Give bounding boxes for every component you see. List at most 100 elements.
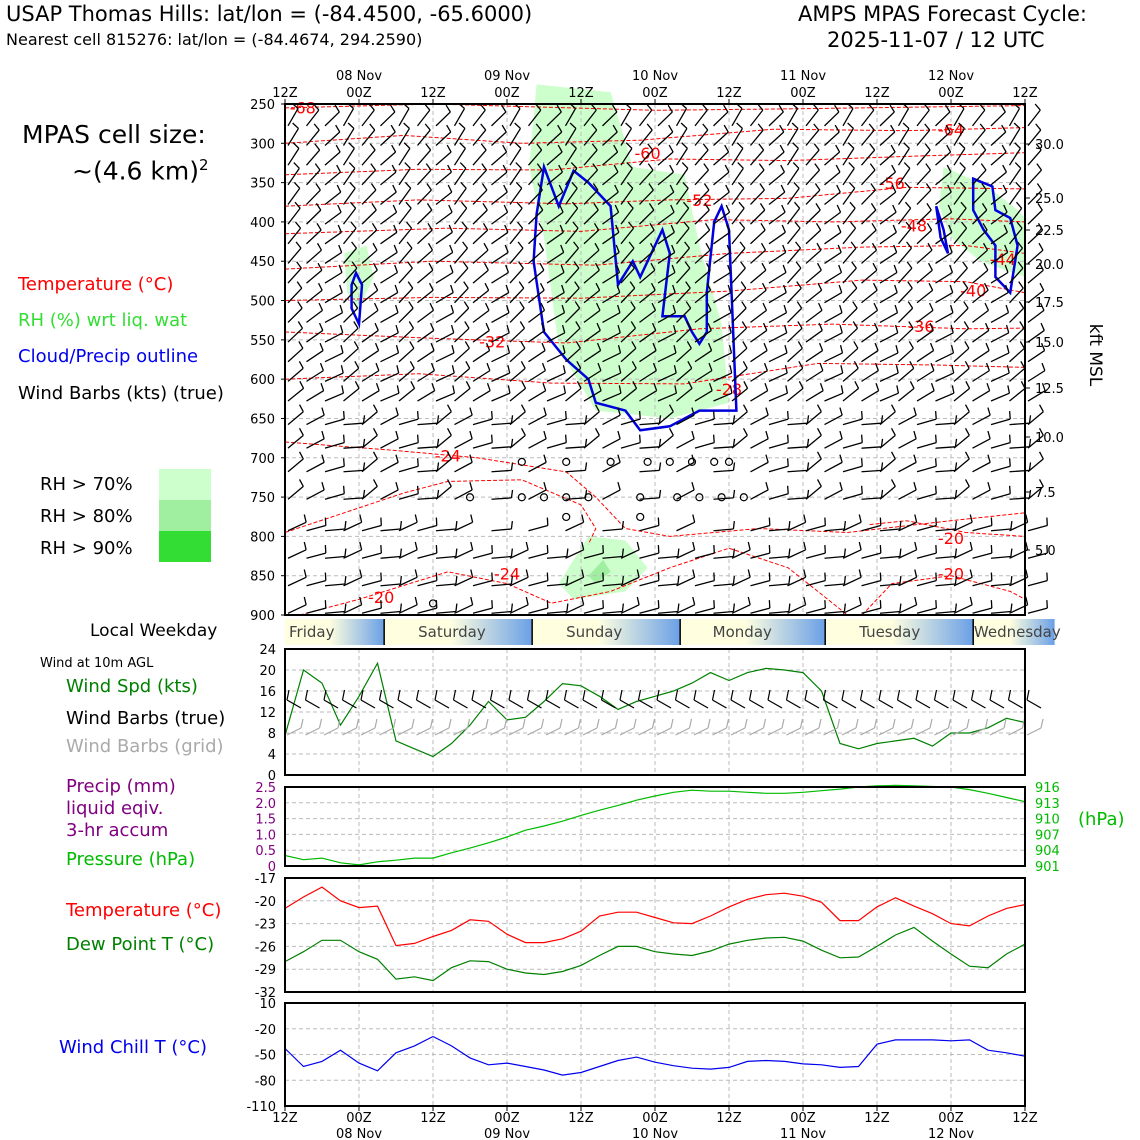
wind-barb [361,242,378,264]
wind-barb-flag [431,382,436,391]
wind-barb [787,321,803,343]
wind-barb [472,203,488,225]
wind-barb-staff [675,167,689,186]
wind-barb-staff [750,309,767,323]
wind-barb-staff [1027,289,1045,304]
wind-barb-staff [972,461,991,473]
wind-barb-flag [814,163,821,171]
wind-barb-flag [543,407,547,416]
wind-barb [472,222,489,245]
wind-barb [657,224,675,245]
wind-barb-staff [898,307,914,323]
wind-barb [824,104,840,127]
wind-barb-staff [491,271,509,284]
wind-barb [750,545,771,559]
wind10-barb-true-flag [785,689,790,701]
wind-barb [990,304,1010,323]
wind-barb [1008,122,1021,146]
wind-barb-staff [306,329,324,343]
wind-barb-staff [528,370,546,382]
top-time-tick-label: 12Z [864,86,890,101]
wind-barb-staff [1008,227,1023,245]
wind-barb [287,479,304,500]
wind-barb-staff [694,349,712,363]
wind-barb-flag [399,575,403,585]
wind10-barb-grid [582,727,598,736]
wind-barb-flag [934,411,937,420]
precip-panel-tick-label: 0 [268,860,276,875]
wind-barb-staff [454,521,473,532]
wind-barb-flag [449,244,454,253]
wind-barb-flag [685,281,691,289]
wind-barb-staff [1027,149,1042,166]
wind-barb-staff [861,169,876,186]
wind-barb [546,411,567,426]
wind-barb-flag [843,520,847,530]
wind-barb [1009,361,1026,382]
wind-barb-flag [403,142,411,149]
wind-barb [564,142,577,166]
wind-barb [898,596,918,614]
wind-barb [675,181,689,205]
wind-barb [731,301,747,323]
wind-barb-staff [565,387,582,402]
wind-barb-staff [842,521,862,532]
wind-barb-flag [703,163,710,171]
wind-barb [435,204,453,225]
temperature-panel-tick-label: -17 [255,872,276,887]
wind-barb [509,181,523,205]
wind-barb [1027,143,1042,166]
bottom-date-label: 12 Nov [928,1127,974,1140]
wind-barb-staff [564,187,578,205]
wind-barb-flag [1005,324,1010,333]
weekday-segment [973,619,1055,645]
wind-barb-flag [463,281,469,289]
wind10-barb-true-flag [730,689,734,701]
wind-barb-staff [324,392,344,402]
wind-barb-flag [969,569,973,578]
wind-barb [527,123,542,146]
wind-barb [491,204,509,225]
wind-barb-flag [779,144,785,153]
wind-barb-flag [947,204,953,213]
wind-barb [1027,163,1043,186]
wind-barb [583,123,598,146]
wind10-barb-grid-flag [503,718,508,729]
wind10-barb-true [564,699,579,709]
wind-barb-flag [313,123,320,131]
wind-barb-staff [675,148,688,166]
wind-barb-staff [879,411,896,426]
wind-barb-flag [446,451,452,460]
wind-barb-flag [636,569,640,578]
wind-barb-staff [898,549,917,559]
wind-barb-staff [990,372,1010,382]
wind-barb-flag [981,183,987,191]
wind-barb-flag [705,242,711,251]
wind-barb-flag [395,454,399,463]
wind-barb-staff [786,187,800,205]
wind-barb-staff [435,131,452,146]
wind-barb-flag [452,385,456,394]
wind-barb-staff [398,604,418,614]
wind-barb-flag [414,596,418,605]
wind-barb-flag [784,345,788,354]
wind-barb-flag [1001,124,1007,133]
wind-barb-staff [546,292,565,304]
wind-barb-staff [971,129,986,146]
wind-barb-flag [390,104,396,113]
wind-barb [842,361,859,382]
wind-barb [1027,517,1048,532]
wind-barb [620,541,640,559]
calm-wind-circle [606,457,615,467]
wind-barb [620,122,633,146]
wind-barb [454,514,474,532]
wind-barb-staff [768,528,789,532]
wind-barb-flag [1008,411,1011,420]
wind-barb-staff [602,271,620,284]
wind-barb-staff [676,287,691,304]
wind-barb [935,462,958,473]
wind-barb-staff [380,292,399,304]
wind-barb-staff [583,249,600,264]
wind10-barb-grid [860,727,875,736]
wind-barb [768,304,788,323]
